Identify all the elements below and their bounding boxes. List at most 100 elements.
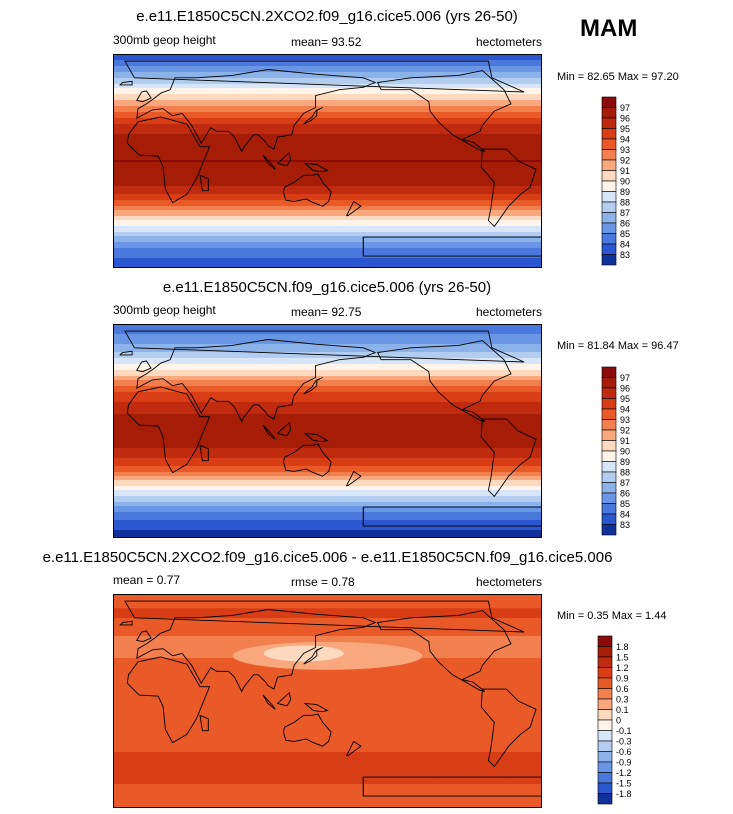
panel-1-contour-band bbox=[113, 68, 542, 71]
panel-1-contour-band bbox=[113, 182, 542, 185]
panel-3-colorbar-label: 0.6 bbox=[616, 684, 629, 694]
panel-3-colorbar-swatch bbox=[597, 719, 613, 731]
panel-3-colorbar-swatch bbox=[597, 730, 613, 742]
panel-3-contour-band bbox=[113, 790, 542, 793]
panel-3-map-frame bbox=[113, 594, 542, 808]
panel-3-contour-band bbox=[113, 800, 542, 803]
panel-3-contour-band bbox=[113, 610, 542, 613]
panel-2-contour-band bbox=[113, 506, 542, 509]
panel-2-contour-band bbox=[113, 524, 542, 527]
panel-3-contour-band bbox=[113, 696, 542, 699]
panel-3-contour-band bbox=[113, 624, 542, 627]
panel-2-contour-band bbox=[113, 342, 542, 345]
panel-1-coastline bbox=[119, 80, 133, 86]
panel-2-contour-band bbox=[113, 532, 542, 535]
panel-1-contour-band bbox=[113, 92, 542, 95]
panel-2-contour-band bbox=[113, 498, 542, 501]
panel-2-colorbar-swatch bbox=[601, 398, 617, 410]
panel-1-contour-band bbox=[113, 260, 542, 263]
panel-2-contour-band bbox=[113, 484, 542, 487]
panel-2-contour-band bbox=[113, 398, 542, 401]
panel-1-coastline bbox=[126, 116, 211, 204]
panel-2-contour-band bbox=[113, 334, 542, 337]
panel-2-colorbar-label: 83 bbox=[620, 520, 630, 530]
panel-1-contour-band bbox=[113, 218, 542, 221]
panel-2-contour-band bbox=[113, 416, 542, 419]
panel-3-contour-band bbox=[113, 746, 542, 749]
panel-1-coastline bbox=[199, 174, 209, 192]
panel-3-contour-band bbox=[113, 684, 542, 687]
panel-2-coastline bbox=[282, 443, 332, 477]
panel-1-contour-band bbox=[113, 58, 542, 61]
panel-1-colorbar-label: 91 bbox=[620, 166, 630, 176]
panel-1-contour-band bbox=[113, 128, 542, 131]
panel-1-colorbar-swatch bbox=[601, 117, 617, 129]
panel-2-coastline bbox=[303, 377, 323, 395]
panel-3-contour-band bbox=[113, 674, 542, 677]
panel-3-contour-band bbox=[113, 676, 542, 679]
panel-1-contour-band bbox=[113, 250, 542, 253]
panel-3-contour-band bbox=[113, 608, 542, 611]
panel-1-contour-band bbox=[113, 94, 542, 97]
panel-3-contour-band bbox=[113, 694, 542, 697]
panel-2-contour-band bbox=[113, 430, 542, 433]
panel-3-contour-band bbox=[113, 748, 542, 751]
panel-2-colorbar-swatch bbox=[601, 419, 617, 431]
panel-1-colorbar-swatch bbox=[601, 243, 617, 255]
panel-2-contour-band bbox=[113, 420, 542, 423]
panel-1-title: e.e11.E1850C5CN.2XCO2.f09_g16.cice5.006 … bbox=[136, 8, 518, 25]
panel-3-contour-band bbox=[113, 686, 542, 689]
panel-3-contour-band bbox=[113, 622, 542, 625]
panel-1-contour-band bbox=[113, 248, 542, 251]
panel-3-coastline bbox=[282, 713, 332, 747]
panel-2-colorbar-label: 97 bbox=[620, 373, 630, 383]
panel-1-coastline bbox=[303, 162, 329, 173]
panel-2-map bbox=[113, 324, 542, 538]
panel-1-contour-band bbox=[113, 160, 542, 163]
panel-1-colorbar-label: 95 bbox=[620, 124, 630, 134]
panel-2-contour-band bbox=[113, 354, 542, 357]
panel-2-contour-band bbox=[113, 422, 542, 425]
panel-3-contour-band bbox=[113, 730, 542, 733]
panel-3-colorbar-swatch bbox=[597, 793, 613, 805]
panel-3-contour-band bbox=[113, 634, 542, 637]
panel-3-contour-band bbox=[113, 736, 542, 739]
panel-1-coastline bbox=[345, 200, 362, 217]
panel-2-contour-band bbox=[113, 404, 542, 407]
panel-1-contour-band bbox=[113, 86, 542, 89]
panel-1-colorbar-label: 88 bbox=[620, 198, 630, 208]
panel-2-coastline bbox=[480, 418, 537, 498]
panel-3-colorbar-swatch bbox=[597, 698, 613, 710]
panel-2-map-frame bbox=[113, 324, 542, 538]
panel-1-contour-band bbox=[113, 194, 542, 197]
panel-2-contour-band bbox=[113, 382, 542, 385]
panel-1-coastline bbox=[136, 90, 152, 103]
panel-2-contour-band bbox=[113, 380, 542, 383]
panel-2-colorbar-label: 84 bbox=[620, 510, 630, 520]
panel-1-colorbar-label: 84 bbox=[620, 240, 630, 250]
panel-2-contour-band bbox=[113, 460, 542, 463]
panel-3-rmse-label: rmse = 0.78 bbox=[291, 575, 355, 589]
panel-1-colorbar-label: 86 bbox=[620, 219, 630, 229]
panel-3-contour-band bbox=[113, 754, 542, 757]
panel-3-mean-label: mean = 0.77 bbox=[113, 573, 181, 587]
panel-2-contour-band bbox=[113, 504, 542, 507]
panel-1-contour-band bbox=[113, 264, 542, 267]
panel-2-colorbar-swatch bbox=[601, 482, 617, 494]
panel-3-contour-band bbox=[113, 724, 542, 727]
panel-2-contour-band bbox=[113, 442, 542, 445]
panel-1-contour-band bbox=[113, 220, 542, 223]
panel-1-contour-band bbox=[113, 262, 542, 265]
panel-3-contour-band bbox=[113, 774, 542, 777]
panel-1-contour-band bbox=[113, 170, 542, 173]
panel-1-contour-band bbox=[113, 64, 542, 67]
panel-1-contour-band bbox=[113, 118, 542, 121]
panel-1-colorbar-label: 89 bbox=[620, 187, 630, 197]
panel-3-contour-band bbox=[113, 786, 542, 789]
panel-1-colorbar-swatch bbox=[601, 128, 617, 140]
panel-1-contour-band bbox=[113, 114, 542, 117]
panel-3-coastline bbox=[126, 656, 211, 744]
panel-1-contour-band bbox=[113, 116, 542, 119]
panel-3-contour-band bbox=[113, 738, 542, 741]
